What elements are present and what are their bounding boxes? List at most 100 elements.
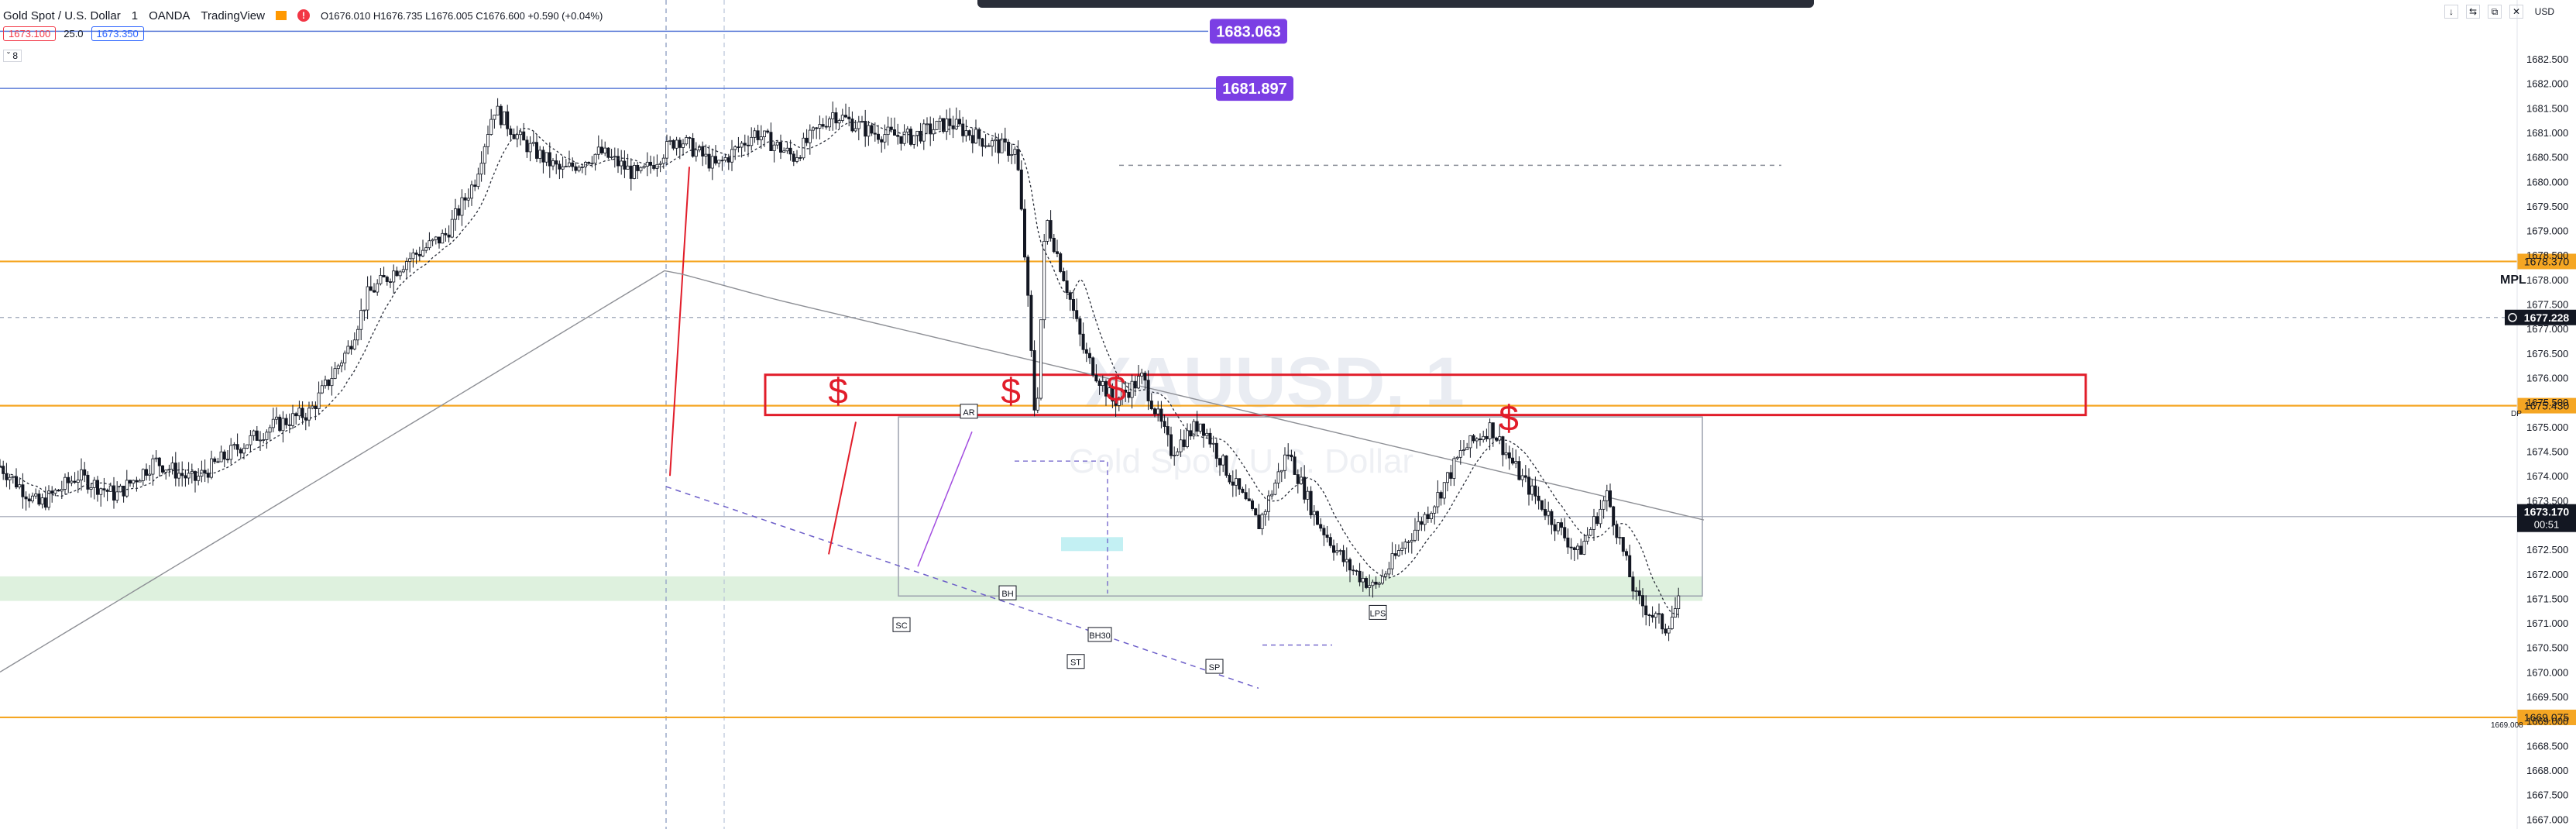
axis-level-label-4: 1669.075: [2524, 711, 2570, 724]
candle-body: [1647, 614, 1651, 617]
buy-price-button[interactable]: 1673.350: [91, 26, 144, 41]
candle-body: [854, 128, 857, 132]
candle-body: [1673, 608, 1677, 618]
candle-body: [1059, 253, 1063, 272]
candle-body: [593, 153, 597, 164]
candle-body: [1306, 490, 1310, 500]
candle-body: [395, 270, 399, 277]
wyckoff-label-bh: BH: [1001, 590, 1013, 599]
flag-icon[interactable]: [275, 11, 287, 20]
candle-body: [682, 143, 685, 148]
price-tick-label: 1675.000: [2526, 421, 2568, 433]
candle-body: [831, 112, 835, 119]
candle-body: [1309, 490, 1313, 516]
candle-body: [1579, 545, 1583, 555]
candle-body: [701, 146, 705, 157]
candle-body: [1442, 482, 1446, 499]
candle-body: [398, 271, 402, 277]
candles-group: [0, 98, 1681, 642]
candle-body: [99, 488, 103, 495]
candle-body: [1550, 511, 1554, 525]
candle-body: [645, 161, 649, 167]
candle-body: [67, 476, 70, 483]
candle-body: [352, 339, 356, 349]
candle-body: [43, 497, 47, 508]
candle-body: [828, 119, 832, 128]
price-tick-label: 1673.500: [2526, 495, 2568, 507]
trading-range-box: [898, 416, 1703, 597]
candle-body: [1163, 421, 1166, 427]
close-icon[interactable]: ✕: [2509, 5, 2523, 19]
candle-body: [343, 353, 347, 363]
price-tick-label: 1676.500: [2526, 348, 2568, 359]
candle-body: [209, 458, 213, 478]
candle-body: [50, 490, 54, 494]
price-tick-label: 1678.000: [2526, 274, 2568, 286]
candle-body: [1094, 374, 1098, 382]
candle-body: [252, 430, 256, 436]
candle-body: [1121, 389, 1125, 398]
candle-body: [970, 135, 974, 144]
candle-body: [704, 153, 708, 157]
price-tick-label: 1680.500: [2526, 152, 2568, 163]
candle-body: [438, 236, 441, 244]
indicator-collapse-toggle[interactable]: ˇ 8: [3, 50, 22, 62]
candle-body: [1544, 509, 1547, 516]
candle-body: [164, 470, 168, 473]
candle-body: [1335, 550, 1339, 553]
candle-body: [1602, 500, 1606, 510]
candle-body: [1290, 454, 1293, 458]
sell-price-button[interactable]: 1673.100: [3, 26, 57, 41]
candle-body: [1316, 511, 1320, 525]
candle-body: [649, 161, 653, 166]
candle-body: [870, 125, 874, 134]
candle-body: [1170, 434, 1173, 456]
maximize-icon[interactable]: ⧉: [2488, 5, 2502, 19]
candle-body: [1631, 576, 1635, 592]
candle-body: [1247, 498, 1251, 501]
symbol-title[interactable]: Gold Spot / U.S. Dollar: [3, 9, 121, 22]
candle-body: [388, 281, 392, 283]
candle-body: [574, 166, 578, 171]
candle-body: [753, 130, 757, 138]
candle-body: [135, 480, 139, 483]
candle-body: [105, 490, 109, 492]
candle-body: [867, 125, 871, 137]
candle-body: [349, 346, 353, 349]
candle-body: [284, 418, 288, 425]
candle-body: [1640, 595, 1644, 607]
candle-body: [1182, 439, 1186, 447]
candle-body: [1374, 581, 1378, 585]
candle-body: [788, 147, 792, 155]
candle-body: [411, 253, 415, 260]
download-icon[interactable]: ↓: [2444, 5, 2458, 19]
axis-level-tag-3: [2517, 397, 2576, 414]
candle-body: [89, 487, 93, 490]
candle-body: [1436, 492, 1440, 507]
alert-icon[interactable]: !: [297, 9, 310, 22]
candle-body: [694, 150, 698, 157]
candle-body: [246, 444, 249, 449]
candle-body: [558, 163, 562, 170]
candle-body: [1530, 485, 1534, 495]
candle-body: [92, 480, 96, 488]
candle-body: [216, 461, 220, 463]
candle-body: [1654, 613, 1657, 618]
interval-label[interactable]: 1: [131, 9, 139, 22]
drawing-toolbar[interactable]: [977, 0, 1814, 8]
candle-body: [548, 152, 551, 167]
candle-body: [278, 416, 282, 432]
candle-body: [53, 490, 57, 494]
swap-icon[interactable]: ⇆: [2466, 5, 2480, 19]
candle-body: [242, 448, 246, 454]
candle-body: [1039, 319, 1043, 399]
currency-selector[interactable]: USD: [2534, 6, 2554, 17]
candle-body: [954, 119, 958, 129]
candle-body: [457, 208, 461, 216]
candle-body: [479, 163, 483, 175]
price-tick-label: 1682.500: [2526, 53, 2568, 65]
candle-body: [1488, 422, 1492, 439]
candle-body: [336, 365, 340, 370]
candle-body: [317, 392, 321, 409]
